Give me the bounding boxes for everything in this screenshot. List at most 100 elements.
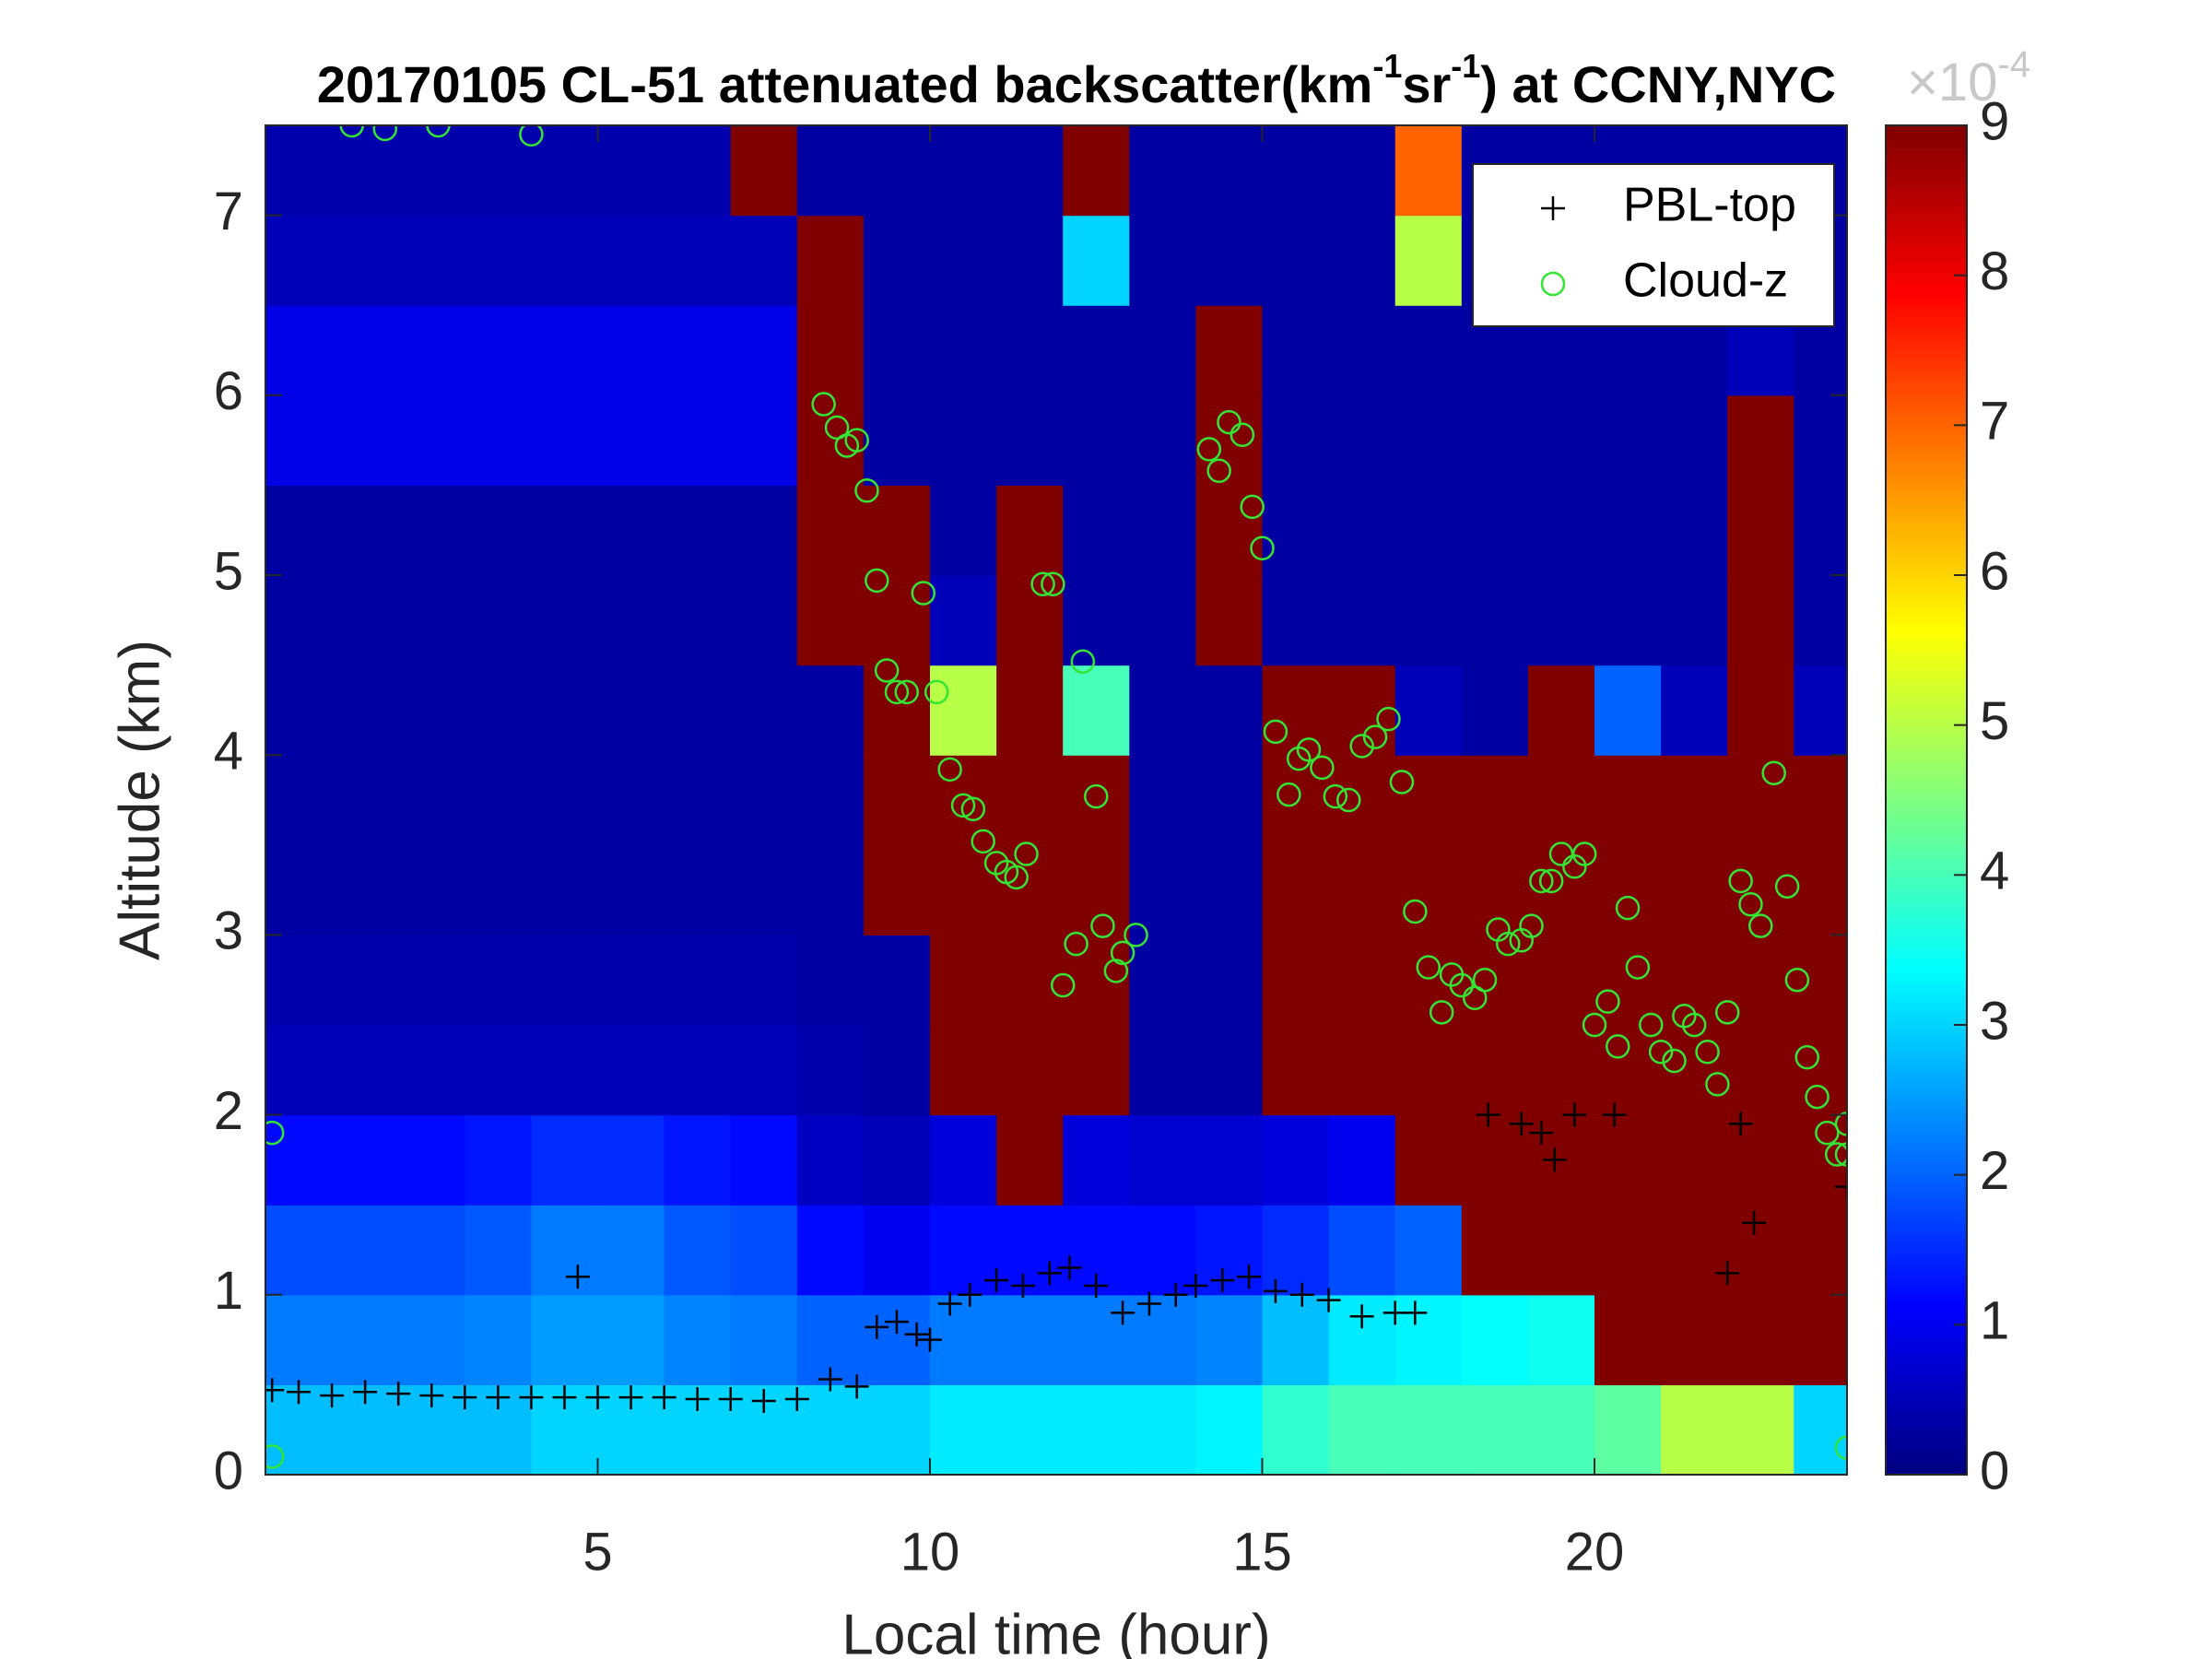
heat-cell [1461,755,1529,846]
heat-cell [1129,1384,1197,1475]
heat-cell [597,1294,665,1385]
heat-cell [1794,755,1847,846]
heat-cell [1527,935,1595,1026]
heat-cell [1794,394,1847,486]
heat-cell [1394,1384,1463,1475]
heat-cell [1262,1114,1330,1206]
cloud-marker [1376,706,1401,732]
heat-cell [597,394,665,486]
heat-cell [531,665,599,756]
heat-cell [398,485,465,576]
heat-cell [265,485,333,576]
heat-cell [1063,935,1130,1026]
cloud-marker [937,757,962,782]
heat-cell [465,305,533,396]
heat-cell [1063,1294,1130,1385]
pbl-marker [1728,1112,1753,1136]
colorbar-exponent: ×10-4 [1907,44,2030,113]
cloud-marker [884,679,910,705]
heat-cell [1328,1205,1396,1296]
heat-cell [1461,485,1529,576]
cloud-marker [1362,724,1388,749]
heat-cell [1063,305,1130,396]
colorbar-tick-label: 9 [1980,91,2009,151]
cloud-marker [960,796,986,822]
heat-cell [1794,575,1847,666]
heat-cell [664,935,732,1026]
heat-cell [1661,394,1728,486]
heat-cell [1129,215,1197,306]
heat-cell [1794,1025,1847,1116]
heat-cell [398,1025,465,1116]
heat-cell [664,1205,732,1296]
heat-cell [1727,844,1794,935]
heat-cell [730,935,798,1026]
y-tick-label: 3 [214,901,243,961]
heat-cell [398,665,465,756]
heat-cell [1394,394,1463,486]
heat-cell [398,394,465,486]
heat-cell [465,935,533,1026]
pbl-marker [353,1380,378,1405]
cloud-marker [1349,734,1374,759]
heat-cell [465,215,533,306]
cloud-marker [1595,989,1620,1014]
heat-cell [1394,125,1463,217]
heat-cell [1195,1025,1264,1116]
pbl-marker [1541,196,1565,220]
heat-cell [930,575,997,666]
heat-cell [1794,935,1847,1026]
heat-cell [930,1384,997,1475]
heat-cell [332,844,399,935]
cloud-marker [1090,913,1115,938]
heat-cell [1394,665,1463,756]
cloud-marker [1571,841,1597,866]
pbl-marker [1084,1274,1109,1299]
heatmap [265,125,1847,1475]
heat-cell [1527,755,1595,846]
heat-cell [1461,1205,1529,1296]
heat-cell [730,575,798,666]
heat-cell [1394,485,1463,576]
heat-cell [930,1025,997,1116]
colorbar-tick-label: 8 [1980,241,2009,301]
heat-cell [796,215,865,306]
heat-cell [465,1025,533,1116]
cloud-marker [1738,891,1763,917]
cloud-marker [971,829,995,854]
heat-cell [996,394,1064,486]
heat-cell [1727,755,1794,846]
heat-cell [863,485,931,576]
heat-cell [930,485,997,576]
heat-cell [1461,844,1529,935]
colorbar-base: ×10 [1907,53,1997,112]
heat-cell [1328,215,1396,306]
heat-cell [265,1114,333,1206]
heat-cell [1262,935,1330,1026]
colorbar-tick-label: 2 [1980,1141,2009,1201]
pbl-marker [519,1385,544,1410]
cloud-marker [1084,783,1109,809]
heat-cell [531,1294,599,1385]
heat-cell [1262,665,1330,756]
cloud-marker [1648,1040,1674,1065]
x-tick-label: 5 [582,1522,612,1582]
heat-cell [1394,1025,1463,1116]
pbl-marker [884,1310,909,1335]
heat-cell [1394,1294,1463,1385]
heat-cell [664,125,732,217]
heat-cell [1594,1025,1662,1116]
heat-cell [1262,1384,1330,1475]
heat-cell [996,305,1064,396]
heat-cell [1794,1205,1847,1296]
pbl-marker [1237,1265,1262,1289]
heat-cell [796,1025,865,1116]
heat-cell [796,1205,865,1296]
cloud-marker [1834,1435,1847,1460]
pbl-marker [1163,1282,1188,1307]
cloud-marker [874,658,900,683]
heat-cell [1594,1384,1662,1475]
heat-cell [863,1384,931,1475]
heat-cell [863,665,931,756]
